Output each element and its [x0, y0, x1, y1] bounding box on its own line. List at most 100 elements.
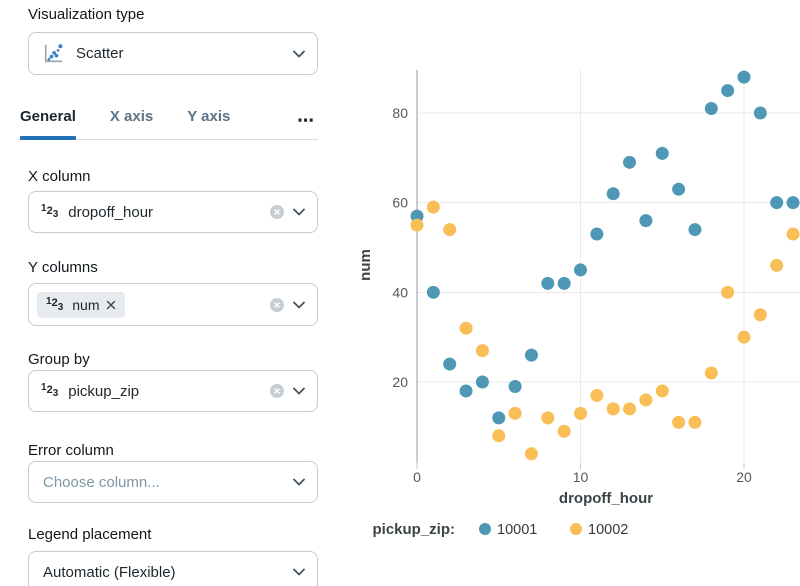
- x-column-label: X column: [28, 168, 91, 185]
- x-column-value: dropoff_hour: [68, 203, 154, 221]
- data-point: [655, 146, 669, 160]
- data-point: [606, 402, 620, 416]
- data-point: [475, 375, 489, 389]
- data-point: [524, 348, 538, 362]
- viz-type-value: Scatter: [76, 45, 124, 62]
- y-column-pill-value: num: [72, 296, 100, 313]
- data-point: [704, 102, 718, 116]
- data-point: [574, 406, 587, 420]
- data-point: [508, 406, 522, 420]
- data-point: [475, 344, 489, 358]
- data-point: [508, 379, 522, 393]
- legend-label: 10001: [497, 522, 537, 538]
- error-column-select[interactable]: Choose column...: [28, 461, 318, 503]
- data-point: [541, 276, 555, 290]
- y-tick-label: 20: [392, 374, 408, 390]
- data-point: [786, 227, 800, 241]
- data-point: [426, 200, 440, 214]
- data-point: [492, 429, 506, 443]
- viz-type-select[interactable]: Scatter: [28, 32, 318, 75]
- data-point: [639, 393, 653, 407]
- series-10002: [410, 200, 800, 461]
- chevron-down-icon: [293, 208, 305, 216]
- data-point: [753, 106, 767, 120]
- x-axis-title: dropoff_hour: [559, 490, 653, 507]
- data-point: [721, 285, 735, 299]
- clear-circle-icon[interactable]: [270, 297, 284, 312]
- data-point: [459, 384, 473, 398]
- error-column-label: Error column: [28, 442, 114, 459]
- data-point: [443, 223, 457, 237]
- series-10001: [410, 70, 800, 425]
- y-axis-title: num: [357, 249, 374, 281]
- tab-overflow-fade: [266, 104, 294, 138]
- data-point: [557, 424, 571, 438]
- tab-general[interactable]: General: [20, 106, 76, 140]
- legend-item-10001[interactable]: 10001: [479, 522, 537, 538]
- data-point: [606, 187, 620, 201]
- legend-dot: [570, 523, 582, 535]
- legend-title: pickup_zip:: [372, 521, 455, 538]
- data-point: [426, 285, 440, 299]
- data-point: [639, 214, 653, 228]
- y-tick-label: 40: [392, 284, 408, 300]
- error-column-placeholder: Choose column...: [43, 473, 160, 491]
- chevron-down-icon: [293, 478, 305, 486]
- tab-y-axis[interactable]: Y axis: [187, 108, 231, 125]
- settings-tabs: General X axis Y axis ⋯: [18, 104, 318, 140]
- chevron-down-icon: [293, 301, 305, 309]
- chevron-down-icon: [293, 387, 305, 395]
- data-point: [688, 223, 702, 237]
- x-tick-label: 20: [736, 469, 752, 485]
- legend-item-10002[interactable]: 10002: [570, 522, 628, 538]
- data-point: [688, 415, 702, 429]
- x-tick-label: 0: [413, 469, 421, 485]
- data-point: [770, 258, 784, 272]
- legend-placement-value: Automatic (Flexible): [43, 563, 176, 581]
- group-by-value: pickup_zip: [68, 382, 140, 400]
- data-point: [574, 263, 587, 277]
- data-point: [410, 218, 424, 232]
- clear-circle-icon[interactable]: [270, 205, 284, 219]
- data-point: [492, 411, 506, 425]
- y-columns-label: Y columns: [28, 259, 98, 276]
- legend-placement-label: Legend placement: [28, 526, 152, 543]
- data-point: [459, 321, 473, 335]
- scatter-chart: 20 40 60 80 0 10 20 num dropoff_hour pickup_zip: 1…: [357, 70, 800, 538]
- data-point: [737, 330, 751, 344]
- chevron-down-icon: [293, 50, 305, 58]
- group-by-label: Group by: [28, 351, 90, 368]
- tab-x-axis[interactable]: X axis: [109, 108, 154, 125]
- y-tick-label: 60: [392, 195, 408, 211]
- scatter-chart-icon: [41, 41, 66, 66]
- data-point: [770, 196, 784, 210]
- viz-type-label: Visualization type: [28, 6, 145, 23]
- data-point: [737, 70, 751, 84]
- ellipsis-icon[interactable]: ⋯: [294, 104, 318, 138]
- x-tick-label: 10: [573, 469, 589, 485]
- data-point: [557, 276, 571, 290]
- legend-placement-select[interactable]: Automatic (Flexible): [28, 551, 318, 586]
- legend-dot: [479, 523, 491, 535]
- data-point: [410, 209, 424, 223]
- data-point: [672, 415, 686, 429]
- legend-label: 10002: [588, 522, 628, 538]
- data-point: [590, 227, 604, 241]
- data-point: [524, 447, 538, 461]
- clear-circle-icon[interactable]: [270, 384, 284, 398]
- data-point: [443, 357, 457, 371]
- data-point: [786, 196, 800, 210]
- data-point: [704, 366, 718, 380]
- data-point: [541, 411, 555, 425]
- data-point: [590, 388, 604, 402]
- remove-x-icon[interactable]: [106, 300, 116, 310]
- data-point: [623, 155, 637, 169]
